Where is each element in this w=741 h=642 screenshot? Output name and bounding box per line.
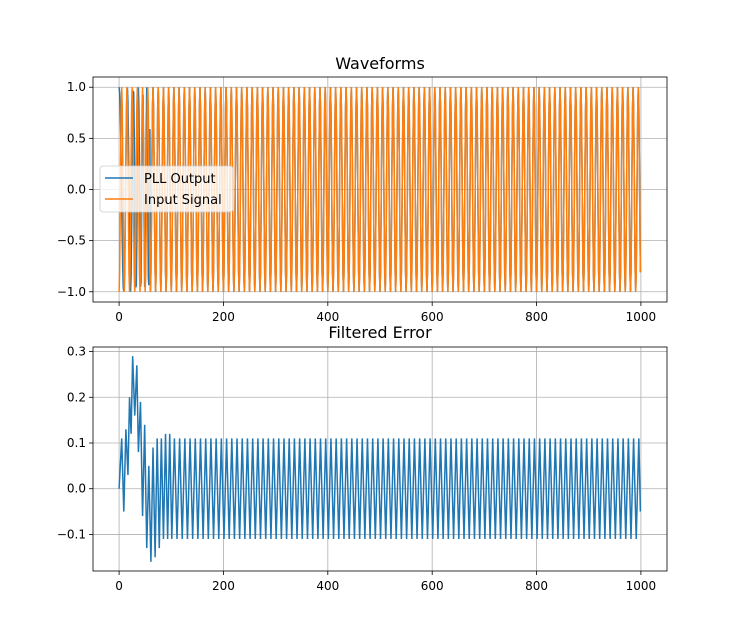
- filtered-error-ytick-label: 0.2: [67, 390, 86, 404]
- waveforms-xtick-label: 0: [115, 310, 123, 324]
- waveforms-xtick-label: 800: [525, 310, 548, 324]
- filtered-error-xtick-label: 200: [212, 579, 235, 593]
- filtered-error-axes-frame: [92, 346, 668, 572]
- waveforms-xtick-label: 200: [212, 310, 235, 324]
- filtered-error-ytick-label: 0.3: [67, 345, 86, 359]
- legend-label-1: Input Signal: [144, 193, 222, 208]
- waveforms-xtick-label: 1000: [626, 310, 657, 324]
- filtered-error-ytick-label: 0.1: [67, 436, 86, 450]
- waveforms-ytick-label: 0.0: [67, 183, 86, 197]
- filtered-error-xtick-label: 800: [525, 579, 548, 593]
- waveforms-xtick-label: 400: [316, 310, 339, 324]
- filtered-error-xtick-label: 400: [316, 579, 339, 593]
- filtered-error-xtick-label: 1000: [626, 579, 657, 593]
- filtered-error-axes: 0 200 400 600 800 1000 −0.1 0.0 0.1 0.2 0.3: [57, 345, 668, 593]
- filtered-error-ytick-label: −0.1: [57, 527, 86, 541]
- legend-label-0: PLL Output: [144, 172, 216, 187]
- waveforms-ytick-label: −0.5: [57, 234, 86, 248]
- waveforms-ytick-label: 1.0: [67, 80, 86, 94]
- input-signal-line: [118, 87, 642, 292]
- legend-box: [99, 165, 234, 213]
- waveforms-xtick-label: 600: [421, 310, 444, 324]
- filtered-error-chart: Filtered Error 0 200 400 600 800 1000−0.10.00…: [57, 323, 668, 593]
- waveforms-plot-area: [118, 87, 642, 292]
- filtered-error-xtick-label: 0: [115, 579, 123, 593]
- waveforms-axes-frame: [92, 76, 668, 303]
- filtered-error-plot-area: [118, 356, 642, 562]
- waveforms-axes: 0 200 400 600 800 1000 −1.0 −0.5 0.0 0.5 1.0: [57, 76, 668, 324]
- waveforms-title: Waveforms: [335, 54, 425, 73]
- waveforms-ytick-label: 0.5: [67, 131, 86, 145]
- filtered-error-line: [118, 356, 642, 562]
- waveforms-chart: Waveforms 0 200 400 600 800 1000 −1.0 −0.5 0.0 0.…: [57, 54, 668, 324]
- waveforms-ytick-label: −1.0: [57, 285, 86, 299]
- waveforms-legend: PLL Output Input Signal: [99, 165, 234, 213]
- filtered-error-title: Filtered Error: [328, 323, 432, 342]
- filtered-error-ytick-label: 0.0: [67, 482, 86, 496]
- filtered-error-xtick-label: 600: [421, 579, 444, 593]
